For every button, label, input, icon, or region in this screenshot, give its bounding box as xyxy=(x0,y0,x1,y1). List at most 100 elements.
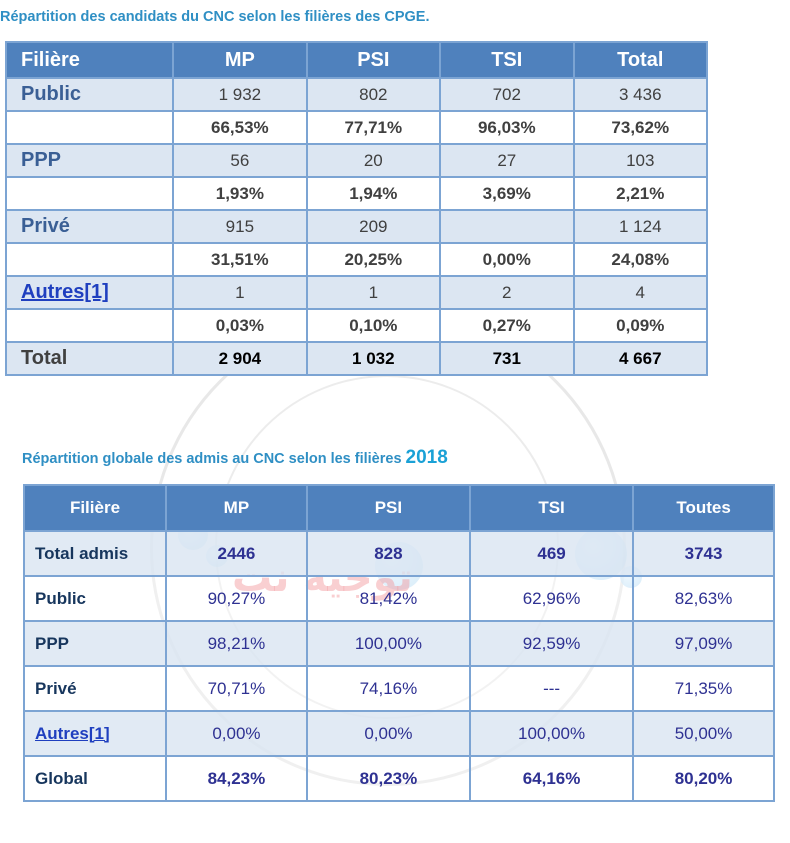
table-cell: 2 904 xyxy=(172,341,308,376)
table-cell: 97,09% xyxy=(632,620,775,667)
table-cell: 81,42% xyxy=(305,575,471,622)
table-cell: 71,35% xyxy=(632,665,775,712)
row-label: Total admis xyxy=(23,530,167,577)
header-cell: TSI xyxy=(439,41,575,79)
row-label: PPP xyxy=(23,620,167,667)
table-cell: 90,27% xyxy=(165,575,308,622)
header-cell: PSI xyxy=(305,484,471,532)
table-cell: 31,51% xyxy=(172,242,308,277)
table-row: 31,51% 20,25% 0,00% 24,08% xyxy=(4,242,709,277)
row-label-link: Autres[1] xyxy=(23,710,167,757)
table-cell: 77,71% xyxy=(305,110,442,145)
table-cell: 0,00% xyxy=(305,710,471,757)
table-cell: 100,00% xyxy=(305,620,471,667)
table-cell: 80,20% xyxy=(632,755,775,802)
table-cell: 20 xyxy=(305,143,442,178)
table-cell: 74,16% xyxy=(305,665,471,712)
table-header-row: Filière MP PSI TSI Total xyxy=(4,41,709,79)
table-total-row: Total 2 904 1 032 731 4 667 xyxy=(4,341,709,376)
table-row: PPP 56 20 27 103 xyxy=(4,143,709,178)
row-label: Public xyxy=(23,575,167,622)
table-cell: 0,10% xyxy=(305,308,442,343)
table-cell: 92,59% xyxy=(468,620,635,667)
row-label xyxy=(4,176,175,211)
table-cell: 3,69% xyxy=(439,176,575,211)
row-label: Privé xyxy=(4,209,175,244)
table-cell: 2 xyxy=(439,275,575,310)
table-cell: 2446 xyxy=(165,530,308,577)
table-cell: 70,71% xyxy=(165,665,308,712)
table-row: 0,03% 0,10% 0,27% 0,09% xyxy=(4,308,709,343)
table-cell: 0,00% xyxy=(165,710,308,757)
table-cell: 66,53% xyxy=(172,110,308,145)
table-cell: 702 xyxy=(439,77,575,112)
table-row: Total admis 2446 828 469 3743 xyxy=(23,530,775,577)
admitted-table: Filière MP PSI TSI Toutes Total admis 24… xyxy=(23,484,775,802)
table-row: Public 90,27% 81,42% 62,96% 82,63% xyxy=(23,575,775,622)
table-cell: 731 xyxy=(439,341,575,376)
table-total-row: Global 84,23% 80,23% 64,16% 80,20% xyxy=(23,755,775,802)
table-cell: 24,08% xyxy=(572,242,709,277)
table-cell: 50,00% xyxy=(632,710,775,757)
table2-title-text: Répartition globale des admis au CNC sel… xyxy=(22,451,402,467)
header-cell: TSI xyxy=(468,484,635,532)
table-cell: 469 xyxy=(468,530,635,577)
table-cell: 0,27% xyxy=(439,308,575,343)
table-cell: 3743 xyxy=(632,530,775,577)
table-cell: 64,16% xyxy=(468,755,635,802)
table-cell: 1,94% xyxy=(305,176,442,211)
table-row: 1,93% 1,94% 3,69% 2,21% xyxy=(4,176,709,211)
header-cell: PSI xyxy=(305,41,442,79)
table-cell: 802 xyxy=(305,77,442,112)
table-row: Privé 915 209 1 124 xyxy=(4,209,709,244)
header-cell: Total xyxy=(572,41,709,79)
table-cell: 27 xyxy=(439,143,575,178)
header-cell: MP xyxy=(165,484,308,532)
table-cell: 915 xyxy=(172,209,308,244)
table-cell: 3 436 xyxy=(572,77,709,112)
autres-footnote-link[interactable]: Autres[1] xyxy=(21,281,109,303)
candidates-table: Filière MP PSI TSI Total Public 1 932 80… xyxy=(4,41,709,376)
header-cell: Toutes xyxy=(632,484,775,532)
autres-footnote-link[interactable]: Autres[1] xyxy=(35,723,110,743)
table-cell: 1 032 xyxy=(305,341,442,376)
table-cell: 4 667 xyxy=(572,341,709,376)
table-cell: 1 xyxy=(305,275,442,310)
table-cell: 80,23% xyxy=(305,755,471,802)
table-cell: 4 xyxy=(572,275,709,310)
header-cell: Filière xyxy=(23,484,167,532)
table-cell: 20,25% xyxy=(305,242,442,277)
table-row: 66,53% 77,71% 96,03% 73,62% xyxy=(4,110,709,145)
row-label: Total xyxy=(4,341,175,376)
table-row: Autres[1] 1 1 2 4 xyxy=(4,275,709,310)
table-cell: 209 xyxy=(305,209,442,244)
table-cell: 62,96% xyxy=(468,575,635,622)
header-cell: MP xyxy=(172,41,308,79)
table-row: Privé 70,71% 74,16% --- 71,35% xyxy=(23,665,775,712)
table-row: PPP 98,21% 100,00% 92,59% 97,09% xyxy=(23,620,775,667)
row-label xyxy=(4,110,175,145)
table-cell: 82,63% xyxy=(632,575,775,622)
table-cell: 0,00% xyxy=(439,242,575,277)
table-cell: 2,21% xyxy=(572,176,709,211)
table-cell: 96,03% xyxy=(439,110,575,145)
table-header-row: Filière MP PSI TSI Toutes xyxy=(23,484,775,532)
header-cell: Filière xyxy=(4,41,175,79)
table-cell: 1 xyxy=(172,275,308,310)
table2-title: Répartition globale des admis au CNC sel… xyxy=(22,447,448,469)
table-row: Public 1 932 802 702 3 436 xyxy=(4,77,709,112)
table-row: Autres[1] 0,00% 0,00% 100,00% 50,00% xyxy=(23,710,775,757)
table-cell: 828 xyxy=(305,530,471,577)
table1-title: Répartition des candidats du CNC selon l… xyxy=(0,9,430,25)
table-cell: 1 124 xyxy=(572,209,709,244)
table-cell: 1,93% xyxy=(172,176,308,211)
table2-title-year: 2018 xyxy=(405,447,448,468)
row-label xyxy=(4,308,175,343)
table-cell: 103 xyxy=(572,143,709,178)
table-cell xyxy=(439,209,575,244)
table-cell: 1 932 xyxy=(172,77,308,112)
row-label: PPP xyxy=(4,143,175,178)
table-cell: 0,03% xyxy=(172,308,308,343)
row-label: Global xyxy=(23,755,167,802)
table-cell: 0,09% xyxy=(572,308,709,343)
